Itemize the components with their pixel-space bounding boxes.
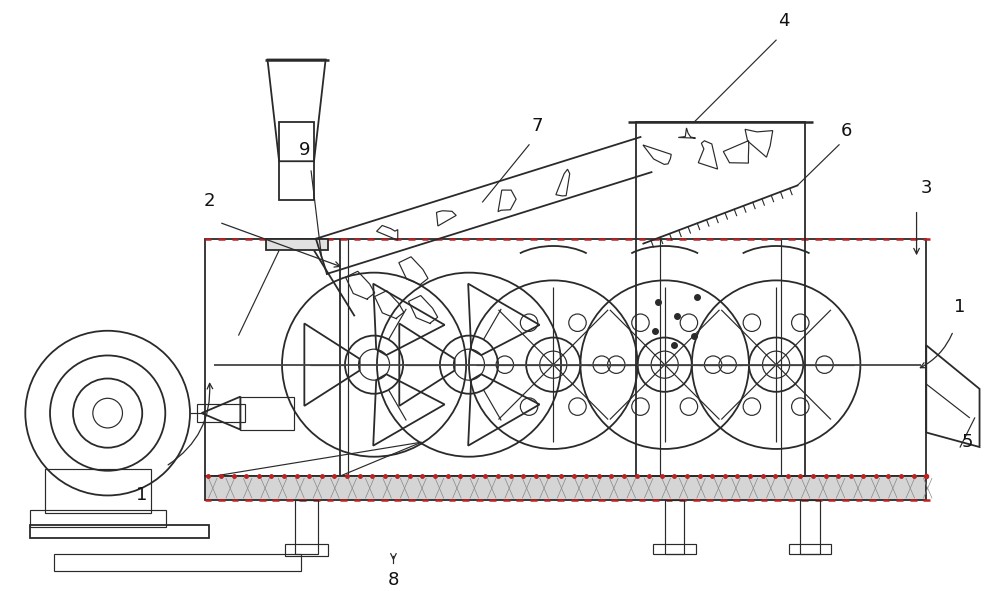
- Bar: [205, 476, 926, 501]
- Bar: [789, 544, 831, 554]
- Text: 1: 1: [954, 298, 966, 316]
- Bar: [636, 122, 805, 476]
- Text: 2: 2: [204, 191, 215, 210]
- Bar: [54, 554, 301, 571]
- Bar: [285, 544, 328, 556]
- Text: 9: 9: [299, 141, 310, 160]
- Bar: [665, 501, 684, 554]
- Bar: [197, 404, 245, 422]
- Bar: [279, 122, 314, 200]
- Text: 7: 7: [531, 117, 543, 135]
- Text: 5: 5: [961, 433, 973, 451]
- Bar: [30, 510, 166, 527]
- Text: 4: 4: [778, 12, 790, 31]
- Text: 6: 6: [841, 122, 853, 140]
- Bar: [653, 544, 696, 554]
- Text: 8: 8: [388, 571, 399, 589]
- Bar: [45, 469, 151, 513]
- Bar: [205, 239, 926, 476]
- Bar: [295, 501, 318, 554]
- Bar: [266, 239, 328, 251]
- Text: 1: 1: [136, 486, 147, 504]
- Bar: [240, 397, 294, 430]
- Text: 3: 3: [921, 179, 932, 197]
- Bar: [30, 525, 209, 538]
- Bar: [800, 501, 820, 554]
